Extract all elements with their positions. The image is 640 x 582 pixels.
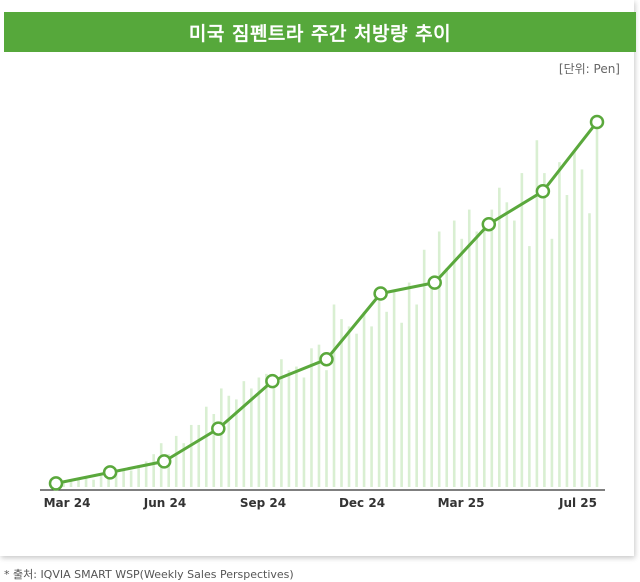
bar <box>212 414 216 487</box>
bar <box>92 479 95 487</box>
x-tick-label: Mar 24 <box>44 496 91 510</box>
bar <box>77 479 80 487</box>
bar <box>220 388 223 487</box>
line-point <box>589 114 605 130</box>
bar <box>325 370 328 487</box>
bar <box>122 468 125 487</box>
bar <box>370 326 373 487</box>
line-point <box>156 454 172 469</box>
bar <box>174 435 178 487</box>
bar <box>498 187 501 487</box>
bar <box>482 227 486 487</box>
bar <box>280 359 283 487</box>
bar <box>84 477 88 488</box>
unit-label: [단위: Pen] <box>558 62 620 76</box>
bar <box>257 377 261 487</box>
line-point <box>211 421 226 436</box>
bar <box>520 173 524 487</box>
line-point <box>102 465 118 480</box>
bar <box>69 481 73 487</box>
bar <box>227 395 231 487</box>
chart-header: 미국 짐펜트라 주간 처방량 추이 <box>4 12 636 52</box>
line-point <box>373 286 388 301</box>
bar <box>535 140 539 487</box>
bar <box>445 268 449 487</box>
bar <box>137 465 140 487</box>
bar <box>310 348 313 487</box>
bar <box>467 209 471 487</box>
x-tick-label: Mar 25 <box>438 496 485 510</box>
bar <box>295 366 298 487</box>
line-point <box>48 476 64 491</box>
bar <box>565 195 569 487</box>
bar <box>400 322 403 487</box>
chart-panel: 미국 짐펜트라 주간 처방량 추이 [단위: Pen] Mar 24 Jun 24… <box>4 12 636 510</box>
line-point <box>535 184 551 199</box>
bar <box>114 472 118 487</box>
bar <box>505 202 509 488</box>
bar <box>204 406 208 487</box>
bar <box>588 213 591 487</box>
bar <box>152 454 155 487</box>
bar <box>302 377 306 487</box>
bar <box>475 231 479 487</box>
bar <box>197 424 201 487</box>
bar <box>377 300 381 487</box>
bar <box>189 424 193 487</box>
bar <box>392 289 396 487</box>
bar <box>99 476 103 487</box>
bar <box>595 125 599 488</box>
bar <box>385 311 388 487</box>
line-point <box>319 352 334 367</box>
bar <box>250 388 253 487</box>
bar <box>573 151 576 487</box>
bar <box>347 326 351 487</box>
bar <box>265 373 268 487</box>
bar <box>460 238 464 487</box>
bar <box>107 474 110 487</box>
bar <box>182 443 186 487</box>
bar <box>550 238 554 487</box>
bar <box>528 246 531 487</box>
x-tick-label: Dec 24 <box>339 496 385 510</box>
line-point <box>427 275 442 290</box>
bar <box>272 384 276 487</box>
x-tick-label: Jun 24 <box>143 496 186 510</box>
bar <box>422 249 426 487</box>
source-note: * 출처: IQVIA SMART WSP(Weekly Sales Persp… <box>4 568 294 581</box>
bar <box>332 304 336 487</box>
bar <box>129 470 133 487</box>
bar <box>242 381 246 487</box>
chart-svg: Mar 24 Jun 24 Sep 24 Dec 24 Mar 25 Jul 25 <box>40 114 605 510</box>
bar <box>144 461 148 487</box>
bar <box>452 220 456 488</box>
bar <box>235 399 238 487</box>
bar <box>340 319 343 487</box>
bar <box>543 173 546 487</box>
line-point <box>265 373 280 389</box>
bar <box>415 304 418 487</box>
bar <box>513 220 516 488</box>
line-point <box>481 216 497 232</box>
bar <box>317 344 321 487</box>
bar <box>167 454 171 487</box>
bar <box>580 169 584 487</box>
bar <box>362 311 366 487</box>
bar <box>407 282 411 487</box>
x-tick-label: Jul 25 <box>558 496 597 510</box>
x-tick-label: Sep 24 <box>240 496 286 510</box>
chart-title: 미국 짐펜트라 주간 처방량 추이 <box>188 22 452 45</box>
bar <box>437 231 441 487</box>
bar <box>355 333 358 487</box>
bar <box>430 286 433 487</box>
bar <box>490 209 494 487</box>
bar <box>62 483 65 487</box>
bar <box>558 162 561 487</box>
bar <box>287 370 291 487</box>
